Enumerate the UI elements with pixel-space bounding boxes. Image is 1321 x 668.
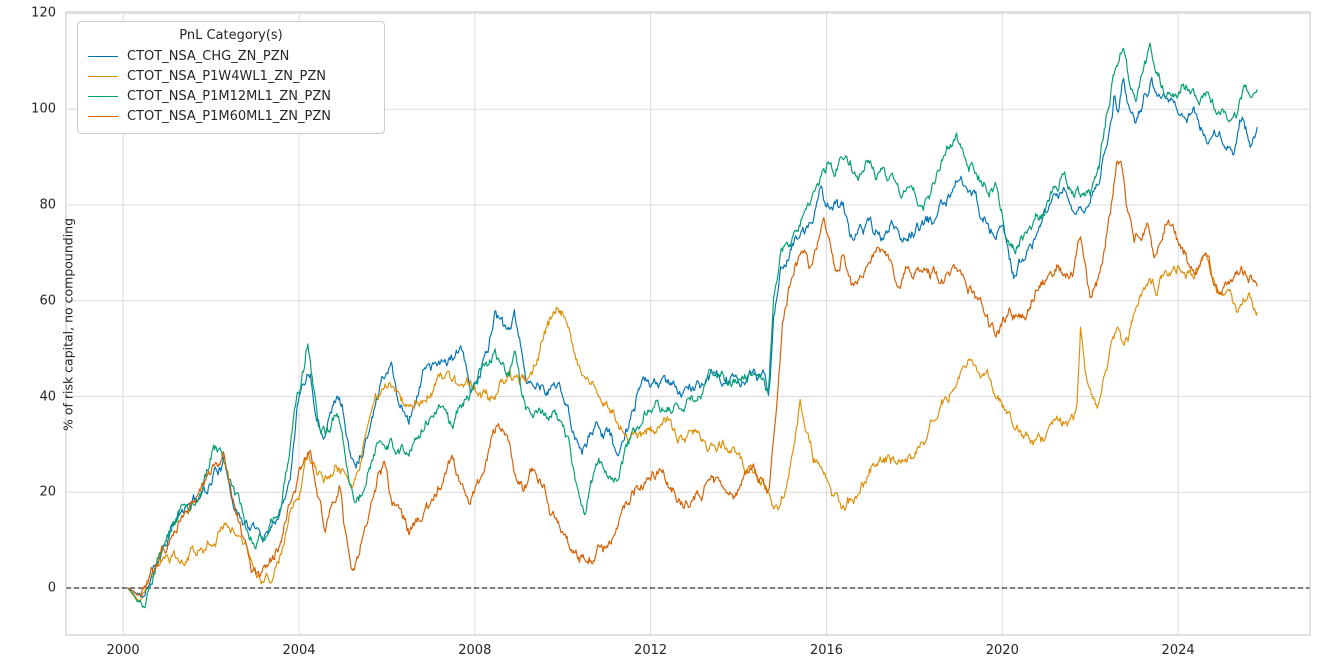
legend-item-label: CTOT_NSA_P1W4WL1_ZN_PZN — [127, 68, 327, 84]
y-tick-label: 100 — [31, 101, 56, 117]
legend-line-swatch-icon — [88, 95, 118, 97]
series-line-CTOT_NSA_CHG_ZN_PZN — [127, 77, 1258, 599]
legend: PnL Category(s) CTOT_NSA_CHG_ZN_PZN CTOT_… — [77, 21, 385, 134]
x-tick-label: 2016 — [809, 643, 844, 658]
y-tick-label: 80 — [39, 197, 56, 213]
legend-item: CTOT_NSA_CHG_ZN_PZN — [88, 46, 374, 66]
y-tick-label: 0 — [47, 580, 56, 596]
legend-line-swatch-icon — [88, 55, 118, 57]
legend-item: CTOT_NSA_P1M60ML1_ZN_PZN — [88, 106, 374, 126]
x-tick-label: 2024 — [1161, 643, 1195, 658]
y-tick-label: 20 — [39, 484, 56, 500]
legend-line-swatch-icon — [88, 75, 118, 77]
legend-title: PnL Category(s) — [179, 28, 283, 43]
y-tick-label: 40 — [39, 389, 56, 404]
legend-item-label: CTOT_NSA_P1M12ML1_ZN_PZN — [127, 88, 332, 104]
legend-items: CTOT_NSA_CHG_ZN_PZN CTOT_NSA_P1W4WL1_ZN_P… — [88, 46, 374, 126]
x-tick-label: 2000 — [106, 643, 140, 658]
x-tick-label: 2020 — [985, 643, 1019, 658]
x-tick-label: 2008 — [458, 643, 492, 658]
series-line-CTOT_NSA_P1M60ML1_ZN_PZN — [127, 160, 1258, 596]
legend-item-label: CTOT_NSA_CHG_ZN_PZN — [127, 48, 290, 64]
y-tick-label: 120 — [31, 5, 56, 21]
y-tick-label: 60 — [39, 293, 56, 309]
y-axis-label: % of risk capital, no compounding — [60, 217, 76, 432]
legend-item: CTOT_NSA_P1M12ML1_ZN_PZN — [88, 86, 374, 106]
legend-item: CTOT_NSA_P1W4WL1_ZN_PZN — [88, 66, 374, 86]
series-line-CTOT_NSA_P1W4WL1_ZN_PZN — [127, 252, 1258, 603]
axes-frame — [65, 11, 1311, 636]
x-tick-label: 2004 — [282, 643, 316, 658]
x-tick-label: 2012 — [634, 643, 668, 658]
series-line-CTOT_NSA_P1M12ML1_ZN_PZN — [127, 42, 1258, 609]
legend-line-swatch-icon — [88, 115, 118, 117]
legend-item-label: CTOT_NSA_P1M60ML1_ZN_PZN — [127, 108, 332, 124]
